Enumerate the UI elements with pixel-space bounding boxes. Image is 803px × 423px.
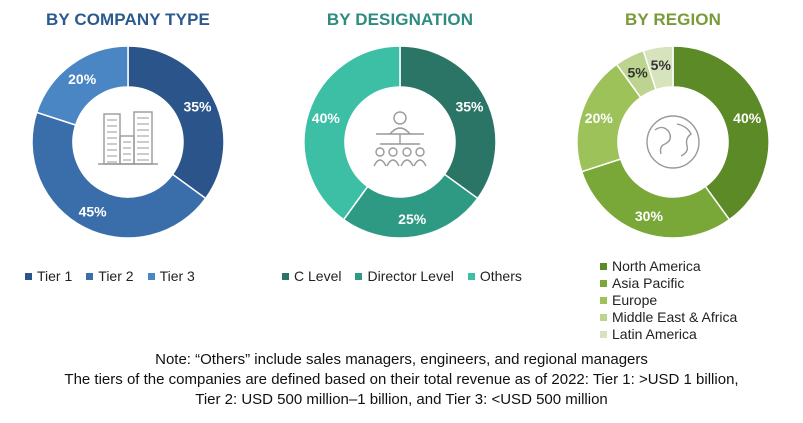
slice-label: 25%	[398, 211, 427, 227]
legend-swatch	[282, 272, 289, 280]
legend-label: Tier 2	[98, 268, 134, 284]
legend-label: Others	[479, 268, 522, 284]
legend-label: North America	[612, 258, 701, 274]
pie-slice	[580, 158, 731, 239]
org-chart-icon	[373, 111, 427, 167]
legend-label: Asia Pacific	[612, 275, 685, 291]
legend-label: Tier 3	[159, 268, 195, 284]
pie-slice	[342, 173, 479, 239]
pie-slice	[31, 111, 207, 239]
legend-item: Director Level	[355, 268, 454, 284]
pie-slice	[672, 45, 770, 221]
legend-label: Tier 1	[37, 268, 73, 284]
legend-swatch	[355, 272, 363, 280]
pie-slice	[127, 45, 225, 200]
legend: C Level Director Level Others	[282, 268, 522, 284]
legend-swatch	[600, 296, 607, 304]
legend-label: C Level	[294, 268, 342, 284]
chart-title: BY DESIGNATION	[326, 10, 474, 29]
legend-swatch	[600, 279, 607, 287]
buildings-icon	[98, 111, 158, 165]
footnote-line: Note: “Others” include sales managers, e…	[155, 351, 648, 368]
globe-icon	[646, 115, 700, 169]
legend-item: Tier 3	[147, 268, 195, 284]
legend-item: Asia Pacific	[600, 275, 737, 291]
slice-label: 30%	[635, 208, 664, 224]
footnote-line: Tier 2: USD 500 million–1 billion, and T…	[195, 391, 608, 408]
slice-label: 5%	[651, 57, 672, 73]
legend-label: Latin America	[612, 326, 697, 342]
footnote-line: The tiers of the companies are defined b…	[64, 371, 739, 388]
pie-slice	[35, 45, 129, 126]
legend-swatch	[25, 272, 32, 280]
pie-slice	[399, 45, 497, 200]
donut-chart: 40% 30% 20% 5% 5%	[576, 45, 770, 239]
slice-label: 5%	[627, 65, 648, 81]
legend-swatch	[600, 330, 607, 338]
legend-item: C Level	[282, 268, 341, 284]
slice-label: 40%	[733, 110, 762, 126]
legend-label: Director Level	[367, 268, 454, 284]
legend-item: Tier 1	[25, 268, 72, 284]
footnotes: Note: “Others” include sales managers, e…	[0, 350, 803, 410]
chart-title: BY REGION	[625, 10, 721, 29]
slice-label: 45%	[79, 203, 108, 219]
chart-title: BY COMPANY TYPE	[46, 10, 210, 29]
legend-item: North America	[600, 258, 737, 274]
slice-label: 35%	[455, 99, 484, 115]
legend-label: Middle East & Africa	[612, 309, 738, 325]
legend-swatch	[600, 313, 607, 321]
legend-swatch	[600, 262, 607, 270]
panel-region: BY REGION 40% 30% 20% 5% 5%	[553, 0, 793, 345]
pie-slice	[303, 45, 401, 221]
panel-company-type: BY COMPANY TYPE 35% 45% 20%	[8, 0, 248, 345]
donut-chart: 35% 45% 20%	[31, 45, 225, 239]
slice-label: 40%	[312, 110, 341, 126]
donut-chart: 35% 25% 40%	[303, 45, 497, 239]
legend-item: Tier 2	[86, 268, 134, 284]
legend-label: Europe	[612, 292, 658, 308]
slice-label: 20%	[68, 71, 97, 87]
legend-swatch	[86, 272, 94, 280]
legend: North America Asia Pacific Europe Middle Ea…	[600, 258, 737, 342]
legend-item: Middle East & Africa	[600, 309, 737, 325]
slice-label: 35%	[183, 99, 212, 115]
legend-item: Others	[467, 268, 522, 284]
panel-designation: BY DESIGNATION 35% 25% 40%	[280, 0, 520, 345]
slice-label: 20%	[585, 110, 614, 126]
legend-swatch	[467, 272, 475, 280]
legend-item: Latin America	[600, 326, 737, 342]
legend: Tier 1 Tier 2 Tier 3	[25, 268, 195, 284]
legend-swatch	[147, 272, 155, 280]
pie-slice	[642, 45, 674, 91]
legend-item: Europe	[600, 292, 737, 308]
